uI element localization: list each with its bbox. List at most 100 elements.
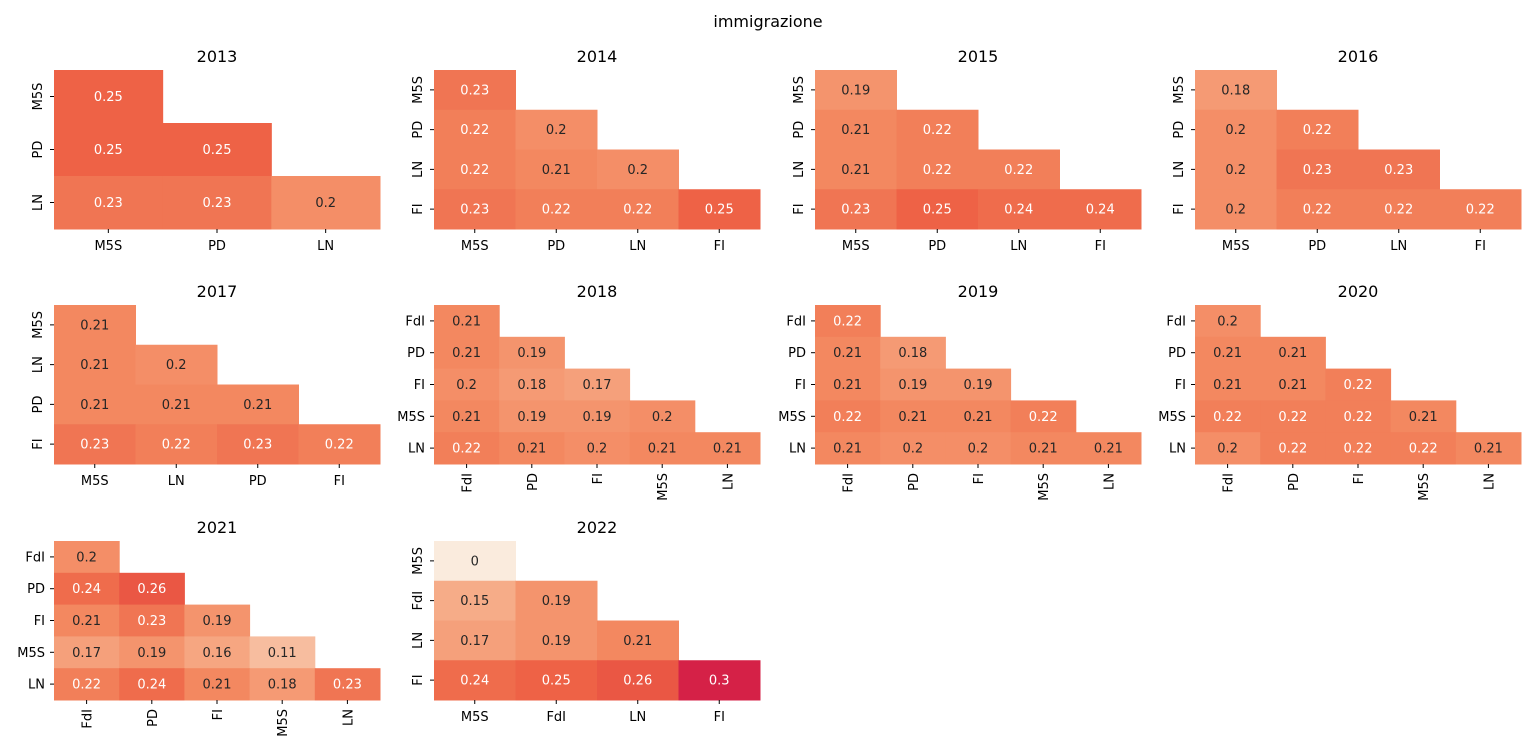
y-tick-label: FI [31,438,46,449]
cell-value: 0.2 [652,410,673,425]
cell-value: 0.21 [72,614,101,629]
heatmap-cell [1455,432,1522,465]
panel-title: 2015 [958,47,999,66]
cell-value: 0.22 [1344,410,1373,425]
heatmap-cell [1276,149,1359,190]
heatmap-cell [499,368,565,401]
cell-value: 0.22 [833,410,862,425]
cell-value: 0.21 [1278,346,1307,361]
y-tick-label: M5S [778,410,806,425]
heatmap-cell [499,432,565,465]
x-tick-label: LN [317,239,334,254]
cell-value: 0.19 [964,378,993,393]
y-tick-label: M5S [17,646,45,661]
heatmap-cell [896,189,979,230]
heatmap-cell [815,149,897,190]
heatmap-cell [1325,368,1392,401]
panel-title: 2014 [577,47,618,66]
heatmap-cell [434,580,516,621]
y-tick-label: M5S [411,76,426,104]
cell-value: 0.21 [1474,442,1503,457]
cell-value: 0.21 [833,346,862,361]
cell-value: 0.22 [460,123,489,138]
x-tick-label: PD [907,473,922,491]
y-tick-label: FI [795,378,806,393]
cell-value: 0.22 [460,163,489,178]
cell-value: 0.22 [1409,442,1438,457]
cell-value: 0.22 [72,678,101,693]
cell-value: 0.21 [80,358,109,373]
cell-value: 0.23 [137,614,166,629]
x-tick-label: FI [714,710,725,725]
heatmap-cell [135,384,218,425]
heatmap-cell [564,368,631,401]
heatmap-cell [945,432,1012,465]
x-tick-label: FdI [461,473,476,493]
cell-value: 0.17 [460,634,489,649]
cell-value: 0.23 [243,438,272,453]
cell-value: 0.18 [898,346,927,361]
y-tick-label: LN [411,161,426,178]
heatmap-cell [54,384,136,425]
panel-title: 2018 [577,282,618,301]
cell-value: 0.19 [542,594,571,609]
heatmap-cell [119,636,185,669]
heatmap-cell [1195,70,1277,111]
cell-value: 0.22 [1344,378,1373,393]
heatmap-cell [217,384,299,425]
panel-title: 2021 [197,518,238,537]
cell-value: 0.15 [460,594,489,609]
heatmap-cell [1260,336,1326,370]
cell-value: 0.21 [203,678,232,693]
cell-value: 0.25 [94,143,123,158]
heatmap-cell [678,660,761,701]
cell-value: 0.21 [452,314,481,329]
x-tick-label: FI [1095,239,1106,254]
heatmap-cell [54,70,164,124]
cell-value: 0.2 [1217,314,1238,329]
x-tick-label: LN [341,709,356,726]
x-tick-label: PD [547,239,565,254]
cell-value: 0.22 [1029,410,1058,425]
heatmap-cell [1195,149,1277,190]
heatmap-cell [597,660,679,701]
cell-value: 0.17 [72,646,101,661]
y-tick-label: M5S [397,410,425,425]
cell-value: 0.3 [709,674,730,689]
y-tick-label: LN [411,632,426,649]
cell-value: 0.23 [460,83,489,98]
heatmap-cell [815,189,897,230]
heatmap-cell [880,336,946,370]
y-tick-label: PD [31,395,46,413]
cell-value: 0 [471,554,479,569]
cell-value: 0.2 [456,378,477,393]
cell-value: 0.19 [583,410,612,425]
cell-value: 0.21 [1029,442,1058,457]
y-tick-label: FI [1172,203,1187,214]
heatmap-cell [135,344,218,385]
cell-value: 0.23 [841,203,870,218]
heatmap-cell [815,368,881,401]
x-tick-label: M5S [1417,473,1432,501]
heatmap-cell [271,176,381,230]
cell-value: 0.2 [76,550,97,565]
x-tick-label: M5S [276,709,291,737]
y-tick-label: M5S [31,83,46,111]
x-tick-label: LN [1010,239,1027,254]
heatmap-cell [515,189,598,230]
cell-value: 0.21 [243,398,272,413]
heatmap-cell [815,400,881,433]
heatmap-cell [434,541,516,582]
x-tick-label: FI [714,239,725,254]
cell-value: 0.23 [1303,163,1332,178]
heatmap-cell [434,149,516,190]
heatmap-cell [434,432,500,465]
cell-value: 0.21 [841,123,870,138]
cell-value: 0.21 [542,163,571,178]
cell-value: 0.22 [1213,410,1242,425]
cell-value: 0.23 [80,438,109,453]
x-tick-label: PD [249,474,267,489]
x-tick-label: LN [168,474,185,489]
y-tick-label: FI [411,203,426,214]
x-tick-label: FI [211,709,226,720]
